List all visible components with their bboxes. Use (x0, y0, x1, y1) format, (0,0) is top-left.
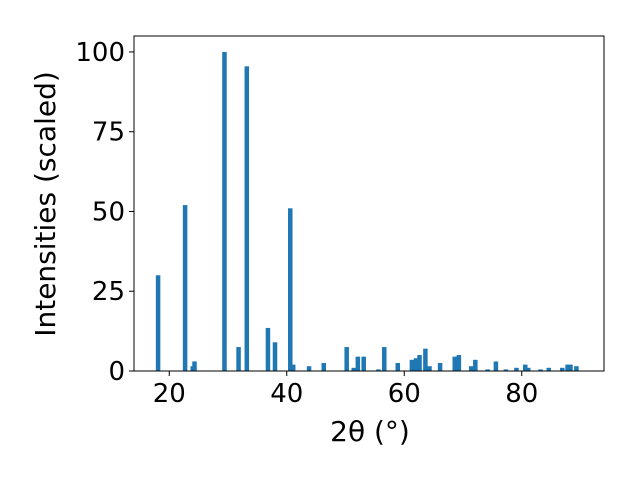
bar (437, 363, 443, 371)
bar (290, 364, 296, 371)
bar (485, 369, 490, 371)
y-axis-label: Intensities (scaled) (29, 71, 62, 337)
y-tick-label: 100 (75, 38, 125, 68)
bar (409, 359, 415, 371)
bar (456, 355, 462, 371)
bar (452, 356, 458, 371)
x-tick-label: 40 (270, 379, 303, 409)
bar (423, 348, 428, 371)
y-tick-label: 0 (108, 357, 125, 387)
bars-group (155, 51, 579, 371)
bar (344, 347, 349, 371)
bar (361, 356, 366, 371)
bar (525, 367, 531, 371)
bar (473, 359, 478, 371)
bar (568, 364, 573, 371)
bar (417, 355, 422, 371)
bar (395, 363, 401, 371)
bar (265, 327, 271, 371)
bar (272, 342, 278, 371)
plot-frame (133, 35, 605, 372)
bar (376, 369, 381, 371)
bar (538, 369, 543, 371)
bar (413, 358, 419, 371)
x-tick-label: 60 (388, 379, 421, 409)
bar (236, 347, 241, 371)
y-tick-label: 50 (92, 197, 125, 227)
bar (382, 347, 387, 371)
bar (192, 361, 197, 371)
x-axis-ticks: 20 40 60 80 (153, 371, 538, 409)
bar (288, 208, 293, 371)
x-tick-label: 20 (153, 379, 186, 409)
y-tick-label: 25 (92, 277, 125, 307)
bar (182, 205, 188, 371)
bar (321, 363, 327, 371)
bar (503, 369, 509, 371)
bar (574, 366, 579, 371)
bar (427, 366, 432, 371)
bar (560, 367, 565, 371)
bar (546, 367, 552, 371)
bar (565, 364, 570, 371)
bar (155, 275, 161, 371)
y-tick-label: 75 (92, 118, 125, 148)
bar (514, 367, 519, 371)
bar (493, 361, 499, 371)
x-axis-label: 2θ (°) (330, 415, 410, 448)
bar (468, 366, 474, 371)
bar (351, 367, 356, 371)
bar (523, 364, 528, 371)
bar (355, 356, 361, 371)
bar (244, 66, 250, 371)
bar (306, 366, 312, 371)
bar (222, 51, 227, 371)
y-axis-ticks: 0 25 50 75 100 (75, 38, 134, 387)
x-tick-label: 80 (505, 379, 538, 409)
